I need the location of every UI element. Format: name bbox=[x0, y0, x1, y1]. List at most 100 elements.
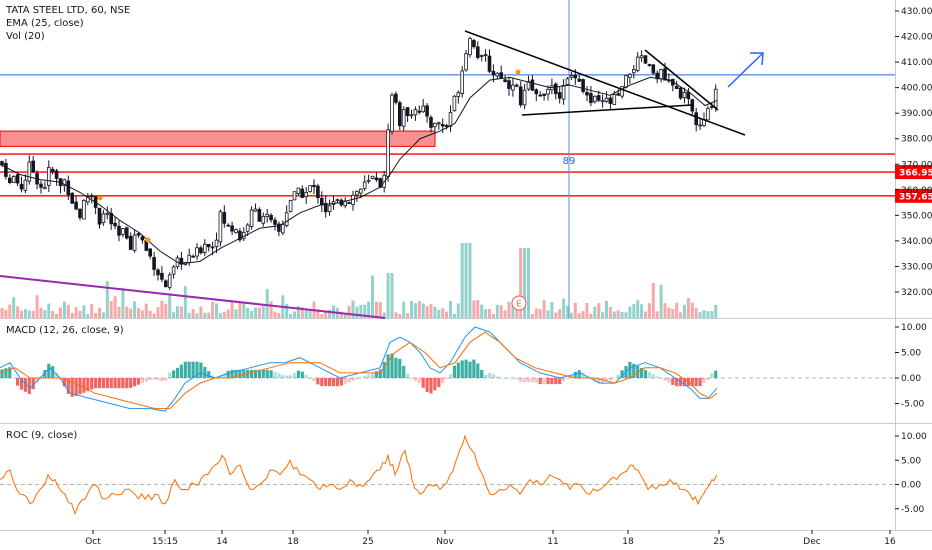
volume-bar bbox=[59, 307, 62, 318]
macd-histogram-bar bbox=[4, 368, 8, 378]
volume-bar bbox=[468, 243, 472, 318]
candle-body bbox=[487, 55, 492, 72]
roc-line bbox=[0, 434, 718, 516]
macd-histogram-bar bbox=[19, 378, 24, 390]
macd-histogram-bar bbox=[495, 376, 499, 378]
candle-body bbox=[421, 105, 425, 113]
macd-histogram-bar bbox=[160, 378, 164, 382]
candle-body bbox=[507, 80, 511, 89]
volume-bar bbox=[257, 307, 261, 318]
volume-bar bbox=[105, 281, 109, 318]
macd-histogram-bar bbox=[101, 378, 105, 389]
macd-histogram-bar bbox=[714, 370, 718, 378]
macd-histogram-bar bbox=[390, 353, 394, 378]
candle-body bbox=[483, 54, 488, 56]
volume-bar bbox=[390, 273, 394, 318]
volume-bar bbox=[562, 298, 566, 318]
candle-body bbox=[187, 254, 192, 264]
volume-bar bbox=[476, 300, 480, 318]
candle-body bbox=[635, 56, 640, 71]
time-tick-label: 16 bbox=[884, 537, 896, 547]
macd-histogram-bar bbox=[191, 361, 195, 378]
candle-body bbox=[327, 205, 332, 212]
macd-histogram-bar bbox=[140, 378, 144, 384]
volume-legend[interactable]: Vol (20) bbox=[6, 31, 45, 42]
candle-body bbox=[316, 185, 320, 198]
candle-body bbox=[620, 86, 624, 97]
volume-bar bbox=[601, 312, 605, 318]
macd-tick-label: -5.00 bbox=[901, 400, 925, 410]
candle-body bbox=[136, 233, 141, 236]
macd-histogram-bar bbox=[90, 378, 94, 390]
candle-body bbox=[698, 124, 702, 127]
volume-bar bbox=[66, 304, 70, 318]
price-label: 366.95 bbox=[899, 169, 932, 179]
time-tick-label: 25 bbox=[362, 537, 373, 547]
roc-tick-label: 5.00 bbox=[901, 456, 921, 466]
volume-bar bbox=[230, 300, 234, 318]
drawing-tools[interactable]: E bbox=[0, 30, 764, 319]
macd-histogram-bar bbox=[402, 366, 406, 378]
macd-histogram-bar bbox=[164, 378, 168, 381]
candle-body bbox=[277, 223, 281, 232]
volume-bar bbox=[620, 311, 624, 318]
volume-bar bbox=[140, 310, 144, 318]
candle-body bbox=[561, 85, 566, 100]
time-axis[interactable]: Oct 15:15 14 18 25 Nov 11 18 25 Dec 16 bbox=[85, 530, 896, 547]
roc-legend[interactable]: ROC (9, close) bbox=[6, 430, 78, 441]
candle-body bbox=[436, 122, 441, 125]
candle-body bbox=[694, 112, 698, 126]
price-axis[interactable]: 320.00 330.00 340.00 350.00 360.00 370.00 380.… bbox=[895, 7, 932, 515]
candle-body bbox=[304, 192, 308, 198]
breakout-arrow[interactable] bbox=[727, 53, 763, 88]
volume-bar bbox=[538, 309, 542, 318]
macd-histogram-bar bbox=[117, 378, 121, 389]
volume-bar bbox=[491, 313, 495, 318]
volume-bar bbox=[218, 313, 222, 318]
breakout-line[interactable] bbox=[644, 49, 719, 111]
macd-histogram-bar bbox=[47, 363, 51, 378]
macd-histogram-bar bbox=[671, 378, 675, 385]
volume-bar bbox=[4, 310, 8, 318]
volume-bar bbox=[277, 312, 281, 318]
volume-bar bbox=[261, 306, 265, 318]
ema-legend[interactable]: EMA (25, close) bbox=[6, 18, 84, 29]
candle-body bbox=[612, 94, 617, 105]
trend-channel-line[interactable] bbox=[0, 275, 386, 319]
triangle-base-line[interactable] bbox=[521, 104, 693, 116]
macd-histogram-bar bbox=[148, 378, 152, 381]
breakout-arrow-head[interactable] bbox=[750, 52, 764, 66]
candle-body bbox=[491, 70, 496, 76]
macd-histogram-bar bbox=[667, 378, 671, 383]
price-tick-label: 400.00 bbox=[901, 84, 932, 94]
macd-pane bbox=[0, 326, 718, 412]
candle-body bbox=[273, 219, 277, 225]
volume-bar bbox=[644, 311, 647, 318]
supply-zone[interactable] bbox=[0, 130, 436, 147]
time-tick-label: 14 bbox=[216, 537, 228, 547]
earnings-badge[interactable] bbox=[511, 295, 527, 311]
downtrend-line[interactable] bbox=[464, 30, 746, 136]
candle-body bbox=[50, 168, 55, 173]
candle-body bbox=[300, 188, 305, 198]
macd-histogram-bar bbox=[663, 378, 667, 381]
candle-body bbox=[503, 79, 507, 82]
macd-histogram-bar bbox=[698, 378, 702, 387]
macd-histogram-bar bbox=[277, 373, 281, 378]
volume-bar bbox=[293, 311, 296, 318]
candle-body bbox=[538, 94, 542, 97]
roc-legend-box: ROC (9, close) bbox=[6, 429, 77, 442]
symbol-title[interactable]: TATA STEEL LTD, 60, NSE bbox=[6, 5, 131, 16]
volume-bar bbox=[429, 304, 433, 318]
ema-line-path bbox=[0, 76, 718, 265]
volume-bar bbox=[137, 308, 140, 318]
candle-body bbox=[397, 102, 402, 127]
macd-legend[interactable]: MACD (12, 26, close, 9) bbox=[6, 325, 124, 336]
candle-body bbox=[214, 239, 219, 247]
volume-bars bbox=[0, 243, 718, 318]
candle-body bbox=[429, 117, 433, 128]
volume-bar bbox=[129, 308, 133, 318]
candle-body bbox=[128, 235, 133, 250]
candle-body bbox=[569, 75, 574, 78]
